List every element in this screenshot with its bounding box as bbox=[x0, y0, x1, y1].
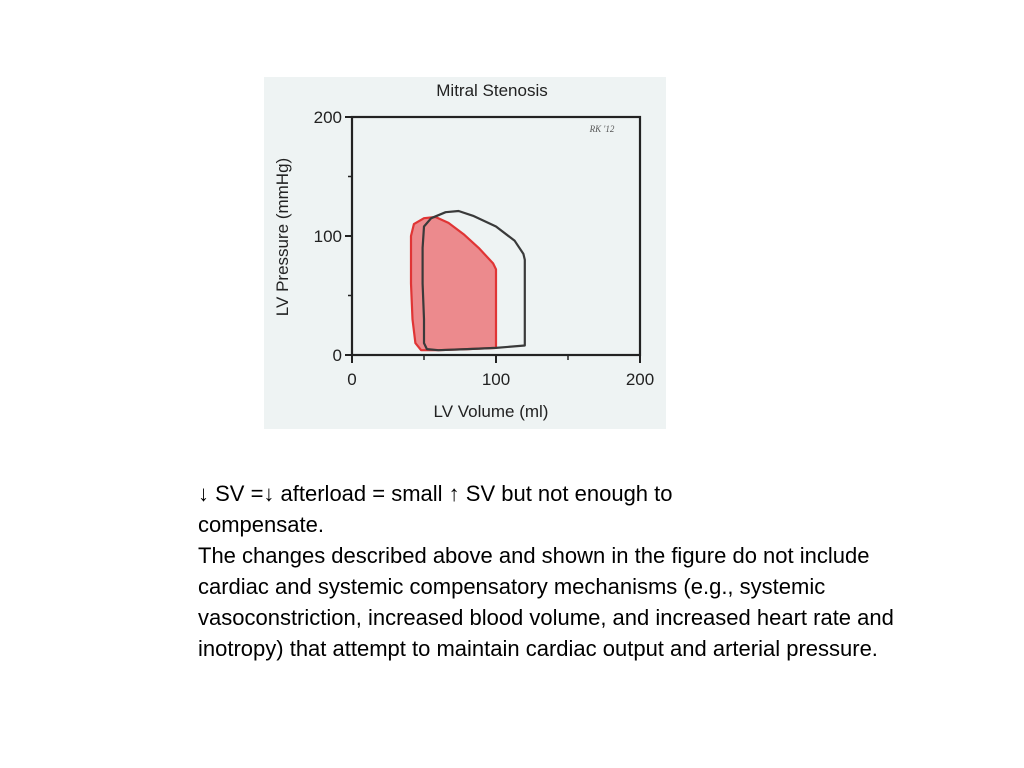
chart-title: Mitral Stenosis bbox=[436, 81, 547, 100]
pv-loop-figure: Mitral Stenosis RK '12 LV Pressure (mmHg… bbox=[264, 77, 666, 429]
y-tick-label: 0 bbox=[333, 346, 342, 365]
x-tick-label: 100 bbox=[482, 370, 510, 389]
pv-loop-normal bbox=[421, 209, 526, 352]
caption-note: The changes described above and shown in… bbox=[198, 543, 894, 661]
chart-watermark: RK '12 bbox=[589, 124, 615, 134]
pv-loop-chart: Mitral Stenosis RK '12 LV Pressure (mmHg… bbox=[273, 81, 655, 421]
x-axis-label: LV Volume (ml) bbox=[434, 402, 549, 421]
plot-layer: 0 100 200 0 100 200 bbox=[314, 108, 655, 389]
x-tick-label: 0 bbox=[347, 370, 356, 389]
y-tick-label: 100 bbox=[314, 227, 342, 246]
y-axis-label: LV Pressure (mmHg) bbox=[273, 158, 292, 316]
x-tick-label: 200 bbox=[626, 370, 654, 389]
y-tick-label: 200 bbox=[314, 108, 342, 127]
caption-summary: ↓ SV =↓ afterload = small ↑ SV but not e… bbox=[198, 481, 673, 537]
pv-loop-stenosis bbox=[409, 215, 498, 352]
caption: ↓ SV =↓ afterload = small ↑ SV but not e… bbox=[198, 478, 918, 664]
